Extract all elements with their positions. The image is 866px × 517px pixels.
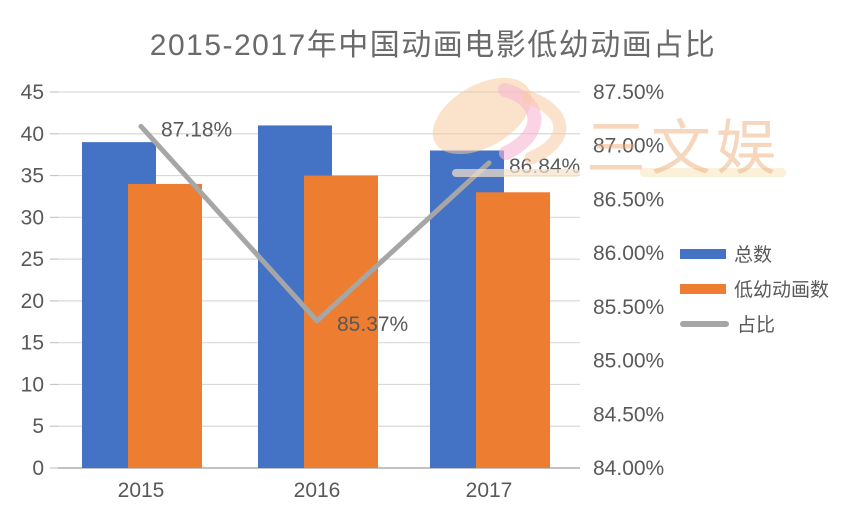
chart-title: 2015-2017年中国动画电影低幼动画占比	[149, 29, 717, 62]
legend: 总数 低幼动画数 占比	[680, 243, 830, 336]
right-axis-tick-label: 86.00%	[593, 242, 664, 265]
legend-label: 总数	[734, 245, 773, 266]
left-axis-tick-label: 5	[32, 415, 44, 438]
right-axis-tick-label: 84.00%	[593, 457, 664, 480]
right-axis-labels: 87.50% 87.00% 86.50% 86.00% 85.50% 85.00% 84.5…	[593, 81, 664, 480]
ratio-line	[138, 123, 492, 324]
left-axis-tick-label: 15	[21, 332, 44, 355]
bar-低幼动画数-2015	[128, 183, 202, 468]
right-axis-tick-label: 87.50%	[593, 81, 664, 104]
bar-低幼动画数-2017	[476, 192, 550, 468]
legend-swatch-bar	[680, 283, 726, 294]
legend-label: 占比	[737, 315, 776, 336]
legend-item-1: 低幼动画数	[680, 278, 830, 301]
x-axis-label-2015: 2015	[118, 479, 165, 502]
legend-swatch-line	[680, 320, 729, 327]
point-label-2015: 87.18%	[161, 118, 232, 141]
right-axis-tick-label: 85.50%	[593, 296, 664, 319]
x-axis-label-2017: 2017	[466, 479, 513, 502]
point-label-2016: 85.37%	[337, 313, 408, 336]
left-axis-tick-label: 0	[32, 457, 44, 480]
left-axis-tick-label: 30	[21, 206, 44, 229]
right-axis-tick-label: 85.00%	[593, 350, 664, 373]
left-axis-tick-label: 35	[21, 165, 44, 188]
right-axis-tick-label: 86.50%	[593, 188, 664, 211]
legend-label: 低幼动画数	[734, 280, 830, 301]
point-label-2017: 86.84%	[509, 155, 580, 178]
legend-item-2: 占比	[680, 313, 829, 336]
legend-swatch-bar	[680, 248, 726, 259]
left-axis-tick-label: 10	[21, 373, 44, 396]
left-axis-tick-label: 25	[21, 248, 44, 271]
x-axis-labels: 2015 2016 2017	[118, 479, 513, 502]
x-axis-label-2016: 2016	[294, 479, 341, 502]
right-axis-tick-label: 84.50%	[593, 403, 664, 426]
right-axis-tick-label: 87.00%	[593, 135, 664, 158]
left-axis-labels: 45 40 35 30 25 20 15 10 5 0	[21, 81, 44, 480]
left-axis-tick-label: 20	[21, 290, 44, 313]
left-axis-tick-label: 40	[21, 123, 44, 146]
legend-item-0: 总数	[680, 243, 829, 266]
bar-series	[82, 125, 550, 469]
ratio-line-series	[138, 123, 492, 324]
left-axis-tick-label: 45	[21, 81, 44, 104]
